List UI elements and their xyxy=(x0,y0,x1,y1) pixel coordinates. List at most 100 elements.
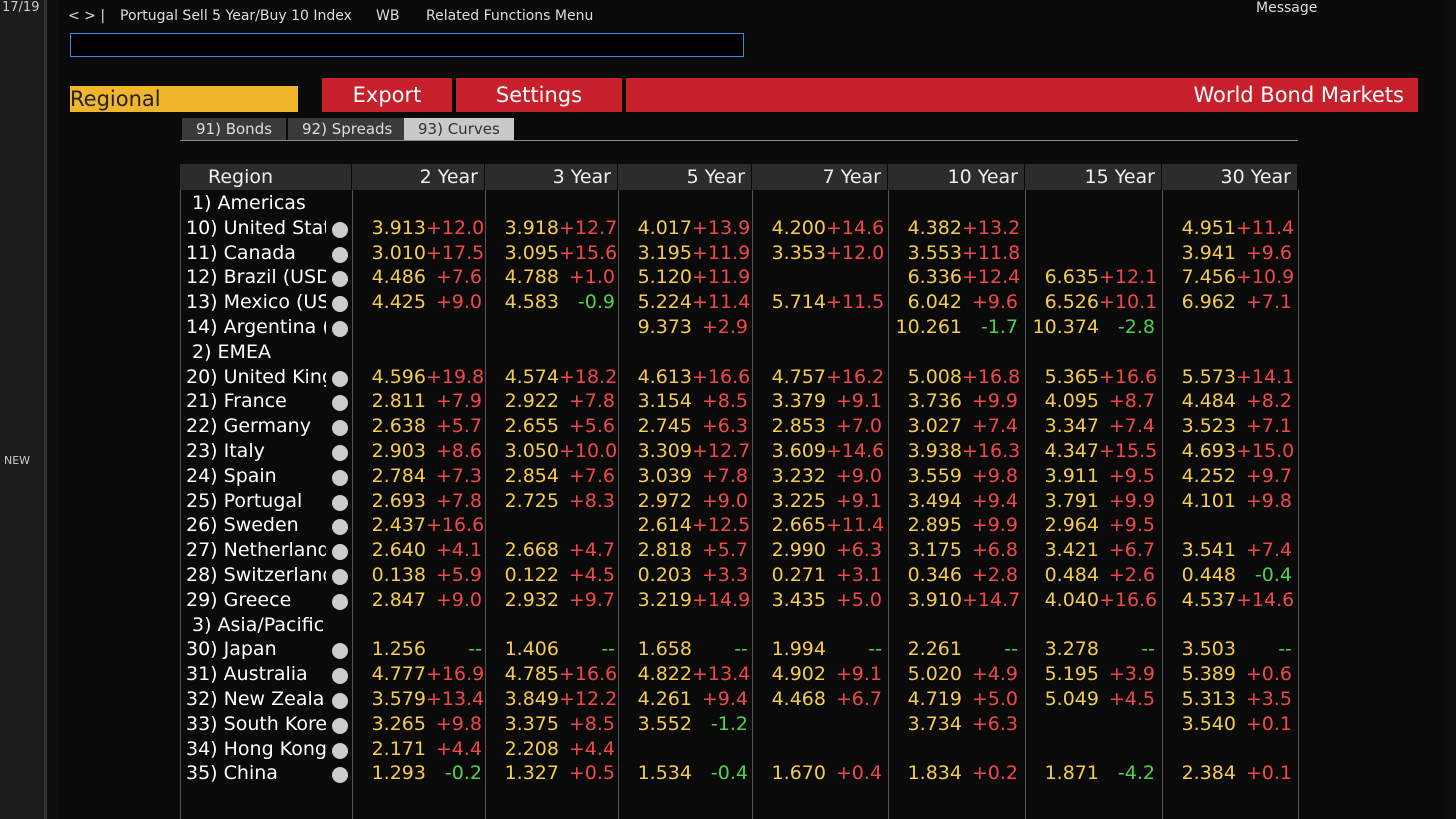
country-name[interactable]: 21) France xyxy=(186,390,287,413)
settings-button[interactable]: Settings xyxy=(456,78,622,112)
change: +12.7 xyxy=(559,216,618,239)
change: +8.5 xyxy=(701,390,748,413)
security-title[interactable]: Portugal Sell 5 Year/Buy 10 Index xyxy=(120,8,352,24)
country-name[interactable]: 22) Germany xyxy=(186,415,311,438)
yield: 3.278 xyxy=(1044,638,1099,661)
change: +19.8 xyxy=(426,365,485,388)
yield: 3.494 xyxy=(907,489,962,512)
yield: 2.922 xyxy=(504,390,559,413)
yield: 1.834 xyxy=(907,762,962,785)
message-button[interactable]: Message xyxy=(1256,0,1318,16)
page-counter: 17/19 xyxy=(2,0,40,15)
change: +11.4 xyxy=(1236,216,1295,239)
country-name[interactable]: 35) China xyxy=(186,762,278,785)
yield: 2.665 xyxy=(771,514,826,537)
column-rule xyxy=(1298,190,1299,819)
country-name[interactable]: 27) Netherlands xyxy=(186,539,326,562)
change: -1.7 xyxy=(980,316,1018,338)
country-name[interactable]: 25) Portugal xyxy=(186,489,303,512)
country-name[interactable]: 23) Italy xyxy=(186,440,265,462)
change: +7.4 xyxy=(971,415,1018,438)
change: +9.7 xyxy=(568,588,615,611)
change: +10.9 xyxy=(1236,266,1295,289)
change: -4.2 xyxy=(1117,762,1155,785)
check-icon xyxy=(332,717,348,734)
tab[interactable]: 91) Bonds xyxy=(182,118,287,140)
country-name[interactable]: 10) United States xyxy=(186,216,326,239)
country-name[interactable]: 33) South Korea xyxy=(186,712,326,735)
yield: 1.658 xyxy=(637,638,692,661)
change: -- xyxy=(1278,638,1292,661)
country-name[interactable]: 34) Hong Kong xyxy=(186,737,326,760)
yield: 3.050 xyxy=(504,440,559,462)
region-dropdown[interactable]: Regional xyxy=(70,86,298,112)
change: +5.6 xyxy=(568,415,615,438)
yield: 0.122 xyxy=(504,564,559,586)
change: +13.4 xyxy=(426,688,485,710)
change: +9.9 xyxy=(1108,489,1155,512)
yield: 4.486 xyxy=(371,266,426,289)
change: +1.0 xyxy=(568,266,615,289)
change: +9.4 xyxy=(971,489,1018,512)
yield: 3.379 xyxy=(771,390,826,413)
group-header: 3) Asia/Pacific xyxy=(192,613,325,636)
country-name[interactable]: 31) Australia xyxy=(186,663,308,686)
column-rule xyxy=(485,190,486,819)
country-name[interactable]: 32) New Zealand xyxy=(186,688,326,710)
change: +14.9 xyxy=(692,588,751,611)
change: +16.6 xyxy=(1099,588,1158,611)
page-title: World Bond Markets xyxy=(626,78,1418,112)
yield: 3.353 xyxy=(771,241,826,264)
country-name[interactable]: 11) Canada xyxy=(186,241,296,264)
change: +7.8 xyxy=(568,390,615,413)
yield: 3.941 xyxy=(1181,241,1236,264)
change: +18.2 xyxy=(559,365,618,388)
yield: 3.791 xyxy=(1044,489,1099,512)
yield: 4.613 xyxy=(637,365,692,388)
export-button[interactable]: Export xyxy=(322,78,452,112)
yield: 0.448 xyxy=(1181,564,1236,586)
change: +14.1 xyxy=(1236,365,1295,388)
nav-arrows[interactable]: < > | xyxy=(68,8,106,24)
change: +6.7 xyxy=(835,688,882,710)
tab[interactable]: 92) Spreads xyxy=(288,118,407,140)
country-name[interactable]: 12) Brazil (USD) xyxy=(186,266,326,289)
yield: 3.421 xyxy=(1044,539,1099,562)
check-icon xyxy=(332,494,348,511)
change: +8.2 xyxy=(1245,390,1292,413)
check-icon xyxy=(332,296,348,313)
yield: 4.017 xyxy=(637,216,692,239)
country-name[interactable]: 28) Switzerland xyxy=(186,564,326,586)
change: +16.8 xyxy=(962,365,1021,388)
yield: 3.734 xyxy=(907,712,962,735)
yield: 4.261 xyxy=(637,688,692,710)
change: +7.8 xyxy=(435,489,482,512)
country-name[interactable]: 20) United Kingd... xyxy=(186,365,326,388)
yield: 2.725 xyxy=(504,489,559,512)
tab[interactable]: 93) Curves xyxy=(404,118,514,140)
change: +8.3 xyxy=(568,489,615,512)
yield: 3.232 xyxy=(771,464,826,487)
change: +13.4 xyxy=(692,663,751,686)
yield: 3.609 xyxy=(771,440,826,462)
wb-menu[interactable]: WB xyxy=(376,8,400,24)
check-icon xyxy=(332,370,348,387)
country-name[interactable]: 30) Japan xyxy=(186,638,277,661)
yield: 5.120 xyxy=(637,266,692,289)
country-name[interactable]: 26) Sweden xyxy=(186,514,299,537)
change: +12.7 xyxy=(692,440,751,462)
change: +4.1 xyxy=(435,539,482,562)
yield: 4.095 xyxy=(1044,390,1099,413)
yield: 3.175 xyxy=(907,539,962,562)
yield: 3.553 xyxy=(907,241,962,264)
yield: 2.972 xyxy=(637,489,692,512)
column-header: 15 Year xyxy=(1025,164,1161,190)
country-name[interactable]: 14) Argentina (U... xyxy=(186,316,326,338)
country-name[interactable]: 29) Greece xyxy=(186,588,292,611)
change: +9.5 xyxy=(1108,514,1155,537)
country-name[interactable]: 13) Mexico (USD) xyxy=(186,291,326,314)
command-line[interactable] xyxy=(70,33,744,57)
country-name[interactable]: 24) Spain xyxy=(186,464,277,487)
change: +6.8 xyxy=(971,539,1018,562)
related-menu[interactable]: Related Functions Menu xyxy=(426,8,594,24)
